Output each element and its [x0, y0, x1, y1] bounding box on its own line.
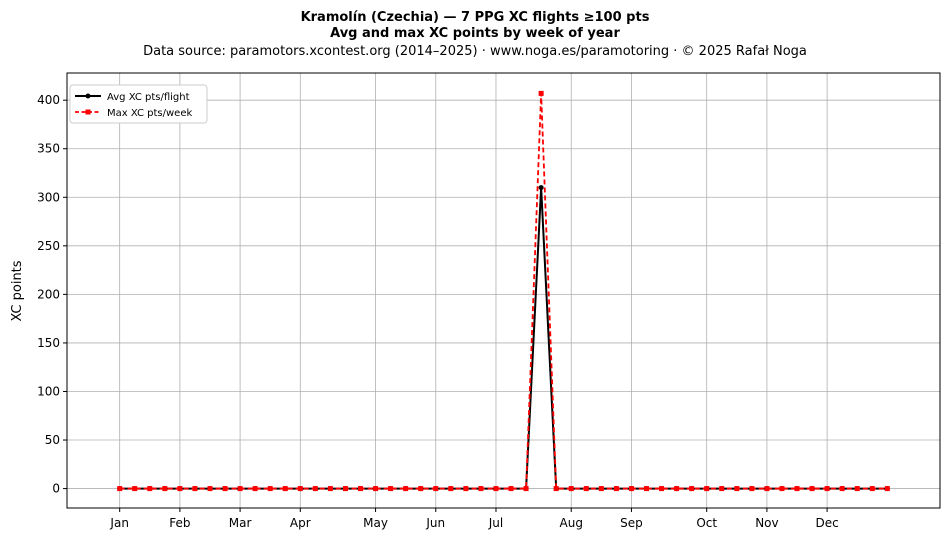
series-layer — [117, 90, 890, 492]
y-tick-label: 50 — [45, 433, 60, 447]
chart-subtitle: Avg and max XC points by week of year — [330, 26, 620, 41]
x-tick-label-jun: Jun — [425, 516, 445, 530]
x-tick-label-mar: Mar — [229, 516, 252, 530]
y-tick-label: 200 — [37, 287, 60, 301]
y-tick-label: 150 — [37, 336, 60, 350]
series-avg-point — [538, 185, 544, 191]
series-max-point — [192, 486, 198, 492]
series-max-point — [749, 486, 755, 492]
series-max-point — [794, 486, 800, 492]
series-max-point — [884, 486, 890, 492]
plot-frame — [66, 72, 941, 509]
x-tick-label-sep: Sep — [620, 516, 643, 530]
legend-max-label: Max XC pts/week — [107, 108, 192, 119]
series-max-point — [583, 486, 589, 492]
series-max-point — [523, 486, 529, 492]
series-max-point — [132, 486, 138, 492]
series-max-point — [342, 486, 348, 492]
series-max-point — [147, 486, 153, 492]
series-max-point — [282, 486, 288, 492]
x-tick-label-oct: Oct — [696, 516, 717, 530]
y-tick-label: 0 — [52, 482, 60, 496]
series-max-point — [252, 486, 258, 492]
series-avg-line — [119, 186, 888, 490]
series-max-point — [297, 486, 303, 492]
y-tick-label: 100 — [37, 384, 60, 398]
x-tick-label-jan: Jan — [109, 516, 129, 530]
x-tick-label-aug: Aug — [560, 516, 583, 530]
x-tick-label-apr: Apr — [290, 516, 311, 530]
chart-title: Kramolín (Czechia) — 7 PPG XC flights ≥1… — [301, 10, 650, 25]
series-max-point — [779, 486, 785, 492]
x-tick-label-dec: Dec — [815, 516, 838, 530]
legend-avg-label: Avg XC pts/flight — [107, 92, 190, 103]
series-max-point — [267, 486, 273, 492]
series-max-point — [237, 486, 243, 492]
y-tick-label: 300 — [37, 190, 60, 204]
series-max-point — [493, 486, 499, 492]
x-tick-label-may: May — [363, 516, 388, 530]
x-tick-label-feb: Feb — [169, 516, 190, 530]
series-max-point — [854, 486, 860, 492]
series-max-point — [358, 486, 364, 492]
series-max-point — [388, 486, 394, 492]
series-max-point — [674, 486, 680, 492]
series-max-point — [403, 486, 409, 492]
series-max-point — [207, 486, 213, 492]
series-max-point — [463, 486, 469, 492]
series-max-point — [117, 486, 123, 492]
series-max-point — [824, 486, 830, 492]
legend: Avg XC pts/flight Max XC pts/week — [69, 84, 208, 124]
chart-source: Data source: paramotors.xcontest.org (20… — [143, 44, 807, 59]
series-max-point — [553, 486, 559, 492]
series-max-point — [598, 486, 604, 492]
series-max-point — [719, 486, 725, 492]
series-max-point — [628, 486, 634, 492]
series-max-point — [312, 486, 318, 492]
series-max-point — [327, 486, 333, 492]
x-tick-label-nov: Nov — [755, 516, 778, 530]
legend-box — [69, 84, 208, 124]
legend-avg-marker — [85, 93, 91, 99]
axes: 0 50 100 150 200 250 300 350 400 Jan Feb Mar Apr May J… — [37, 93, 839, 530]
series-max-point — [162, 486, 168, 492]
series-max-point — [734, 486, 740, 492]
series-max-point — [177, 486, 183, 492]
series-max-point — [568, 486, 574, 492]
y-tick-label: 250 — [37, 239, 60, 253]
series-max-point — [809, 486, 815, 492]
series-max-point — [373, 486, 379, 492]
series-max-point — [418, 486, 424, 492]
series-max-point — [839, 486, 845, 492]
y-tick-label: 350 — [37, 142, 60, 156]
series-max-point — [659, 486, 665, 492]
series-max-point — [538, 90, 544, 96]
y-axis-label: XC points — [10, 260, 25, 321]
grid — [67, 73, 940, 508]
y-tick-label: 400 — [37, 93, 60, 107]
legend-max-marker — [85, 109, 91, 115]
series-max-point — [764, 486, 770, 492]
series-max-point — [613, 486, 619, 492]
x-tick-label-jul: Jul — [488, 516, 503, 530]
series-max-point — [869, 486, 875, 492]
series-max-point — [433, 486, 439, 492]
series-max-point — [689, 486, 695, 492]
series-max-point — [704, 486, 710, 492]
series-max-point — [508, 486, 514, 492]
series-max-point — [643, 486, 649, 492]
series-max-line — [119, 93, 888, 490]
series-max-point — [478, 486, 484, 492]
series-max-point — [222, 486, 228, 492]
series-max-point — [448, 486, 454, 492]
